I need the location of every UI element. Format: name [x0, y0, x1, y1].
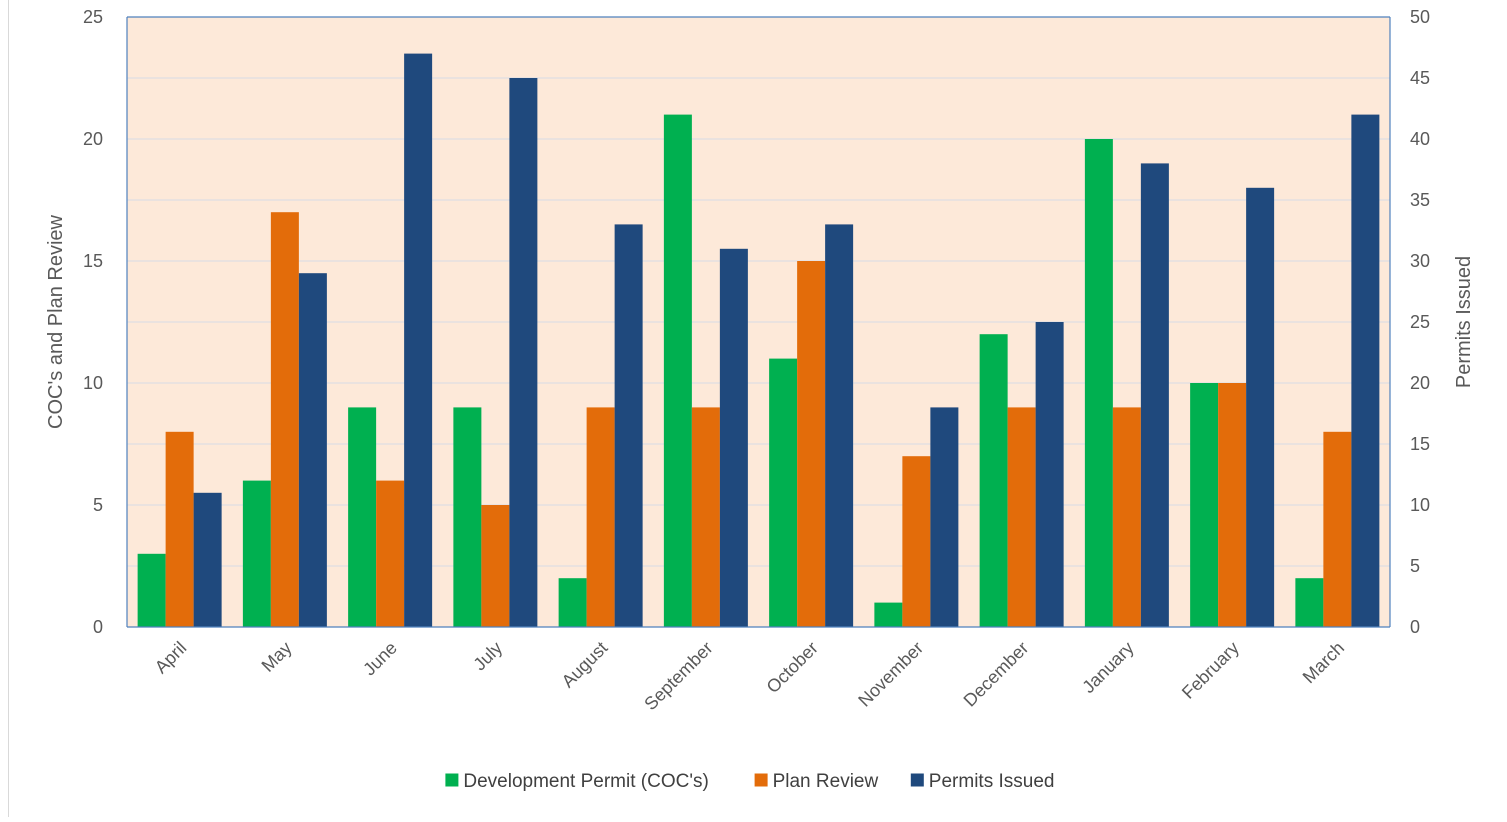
bar-development-permit-coc-s-september [663, 114, 692, 628]
bar-plan-review-december [1007, 407, 1036, 627]
bar-permits-issued-january [1140, 163, 1169, 627]
y-right-tick-label: 45 [1410, 68, 1430, 88]
y-left-tick-label: 0 [93, 617, 103, 637]
x-tick-label: October [763, 638, 822, 697]
y-left-axis-title: COC's and Plan Review [45, 214, 67, 428]
bar-development-permit-coc-s-april [137, 553, 166, 627]
bar-plan-review-june [376, 480, 405, 627]
y-right-tick-label: 30 [1410, 251, 1430, 271]
bar-development-permit-coc-s-february [1190, 383, 1219, 627]
y-left-tick-label: 10 [83, 373, 103, 393]
legend-swatch-2 [910, 773, 924, 787]
bar-plan-review-march [1323, 431, 1352, 627]
y-right-tick-label: 50 [1410, 7, 1430, 27]
x-tick-label: September [640, 638, 716, 714]
bar-development-permit-coc-s-november [874, 602, 903, 627]
y-right-tick-label: 0 [1410, 617, 1420, 637]
x-tick-label: March [1299, 638, 1349, 688]
x-tick-label: November [854, 638, 927, 711]
legend-label-2: Permits Issued [929, 771, 1055, 792]
y-left-tick-label: 25 [83, 7, 103, 27]
bar-plan-review-february [1218, 383, 1247, 627]
bar-permits-issued-september [719, 248, 748, 628]
bar-plan-review-april [165, 431, 194, 627]
bar-permits-issued-july [509, 78, 538, 627]
legend-label-1: Plan Review [773, 771, 879, 792]
y-left-tick-label: 15 [83, 251, 103, 271]
bar-plan-review-october [797, 261, 826, 627]
bar-plan-review-july [481, 505, 510, 627]
y-left-tick-label: 20 [83, 129, 103, 149]
bar-plan-review-august [586, 407, 615, 627]
bar-permits-issued-december [1035, 322, 1064, 627]
bar-permits-issued-november [930, 407, 959, 627]
y-right-tick-label: 10 [1410, 495, 1430, 515]
bar-plan-review-january [1112, 407, 1141, 627]
y-right-tick-label: 15 [1410, 434, 1430, 454]
x-tick-label: December [960, 638, 1033, 711]
bar-permits-issued-august [614, 224, 643, 627]
legend-swatch-0 [445, 773, 459, 787]
x-tick-label: January [1078, 638, 1137, 697]
x-tick-label: April [151, 638, 191, 678]
bar-permits-issued-june [404, 53, 433, 628]
x-tick-label: July [469, 638, 506, 675]
y-right-tick-label: 35 [1410, 190, 1430, 210]
bar-development-permit-coc-s-october [769, 358, 798, 627]
bar-plan-review-september [691, 407, 720, 627]
bar-permits-issued-october [825, 224, 854, 627]
bar-development-permit-coc-s-july [453, 407, 482, 627]
bar-permits-issued-march [1351, 114, 1380, 628]
bar-development-permit-coc-s-june [348, 407, 377, 627]
y-right-tick-label: 5 [1410, 556, 1420, 576]
bar-permits-issued-may [298, 273, 327, 627]
bar-development-permit-coc-s-august [558, 578, 587, 627]
bar-development-permit-coc-s-march [1295, 578, 1324, 627]
bar-development-permit-coc-s-december [979, 334, 1008, 627]
y-left-tick-label: 5 [93, 495, 103, 515]
y-right-axis-title: Permits Issued [1453, 256, 1475, 388]
bar-plan-review-may [270, 212, 299, 627]
y-right-tick-label: 40 [1410, 129, 1430, 149]
x-tick-label: June [359, 638, 401, 680]
bar-plan-review-november [902, 456, 931, 627]
legend-swatch-1 [754, 773, 768, 787]
y-right-tick-label: 20 [1410, 373, 1430, 393]
x-tick-label: February [1178, 638, 1243, 703]
bar-permits-issued-april [193, 492, 222, 627]
y-right-tick-label: 25 [1410, 312, 1430, 332]
bar-development-permit-coc-s-january [1084, 139, 1113, 627]
bar-permits-issued-february [1246, 187, 1275, 628]
legend-label-0: Development Permit (COC's) [463, 771, 708, 792]
x-tick-label: August [558, 638, 612, 692]
x-tick-label: May [258, 638, 296, 676]
page-edge-line [8, 0, 9, 817]
bar-development-permit-coc-s-may [242, 480, 271, 627]
